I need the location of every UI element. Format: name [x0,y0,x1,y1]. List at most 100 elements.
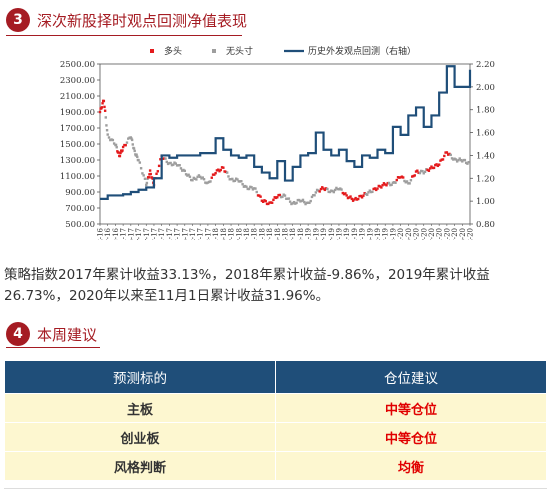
index-point [425,168,428,171]
index-point [224,170,228,174]
index-point [414,170,418,173]
index-point [161,157,165,160]
index-point [294,202,297,205]
index-point [148,169,152,172]
x-tick-label: May-17 [150,228,158,240]
index-point [136,155,139,159]
index-point [127,137,130,140]
index-point [182,168,185,172]
column-header: 仓位建议 [275,360,547,394]
index-point [412,174,415,178]
index-point [409,179,413,182]
index-point [187,173,190,176]
index-point [461,160,464,163]
index-point [366,193,369,196]
index-point [431,166,434,170]
index-point [314,191,318,194]
index-point [121,149,124,152]
x-tick-label: Feb-20 [405,228,413,240]
index-point [336,187,339,191]
index-point [359,194,362,198]
index-point [199,175,202,179]
x-tick-label: Jun-18 [251,228,259,240]
index-point [375,188,378,192]
index-point [139,167,143,170]
index-point [408,182,411,185]
index-point [282,193,285,196]
legend-swatch-dot [150,49,154,53]
index-point [232,179,235,183]
x-tick-label: Oct-16 [97,227,105,240]
index-point [449,153,452,157]
index-point [117,151,120,154]
table-row: 风格判断 均衡 [4,451,547,481]
table-row: 主板 中等仓位 [4,393,547,423]
index-point [299,200,302,203]
index-point [175,164,179,167]
x-tick-label: Jan-17 [120,228,128,240]
y-left-tick-label: 700.00 [65,204,95,214]
index-point [304,202,307,206]
index-point [196,175,199,179]
index-point [214,171,217,175]
index-point [155,172,158,176]
index-point [421,169,424,173]
index-point [332,190,336,194]
index-point [202,178,206,181]
index-point [464,161,468,165]
index-point [434,163,437,167]
index-point [133,149,136,153]
index-point [109,138,112,142]
y-right-tick-label: 2.20 [476,60,495,70]
index-point [344,192,347,195]
index-point [450,157,454,160]
section-4-heading: 4 本周建议 [6,322,97,346]
index-point [204,181,207,184]
index-point [382,182,386,185]
index-point [210,176,213,179]
index-point [260,199,264,202]
index-point [288,200,292,203]
index-point [181,169,184,172]
index-point [258,194,261,197]
section-number-badge: 3 [6,8,30,32]
index-point [342,192,346,196]
index-point [105,124,108,127]
index-point [98,110,102,114]
index-point [403,179,406,183]
index-point [324,187,328,190]
index-point [255,190,258,194]
index-point [147,176,151,179]
index-point [292,200,296,204]
index-point [395,178,398,182]
index-point [211,173,215,176]
index-point [401,176,405,179]
index-point [243,184,247,188]
section-divider [6,35,242,36]
index-point [265,202,269,206]
index-point [138,161,142,164]
index-point [279,195,283,199]
index-point [290,202,293,206]
index-point [355,198,359,201]
index-point [440,158,443,161]
index-point [184,173,188,176]
index-point [106,133,109,136]
index-point [263,199,266,202]
index-point [427,169,431,172]
index-point [340,188,343,191]
index-point [277,193,280,197]
index-point [250,186,253,189]
x-tick-label: Feb-18 [220,228,228,240]
index-point [441,158,445,161]
index-point [393,181,396,184]
index-point [125,141,129,144]
index-point [295,201,298,205]
index-point [101,102,104,105]
index-point [331,189,334,193]
index-point [378,185,382,188]
index-point [423,170,427,174]
y-left-tick-label: 500.00 [65,220,95,230]
legend-label: 历史外发观点回测（右轴） [308,45,416,57]
index-point [192,176,195,180]
